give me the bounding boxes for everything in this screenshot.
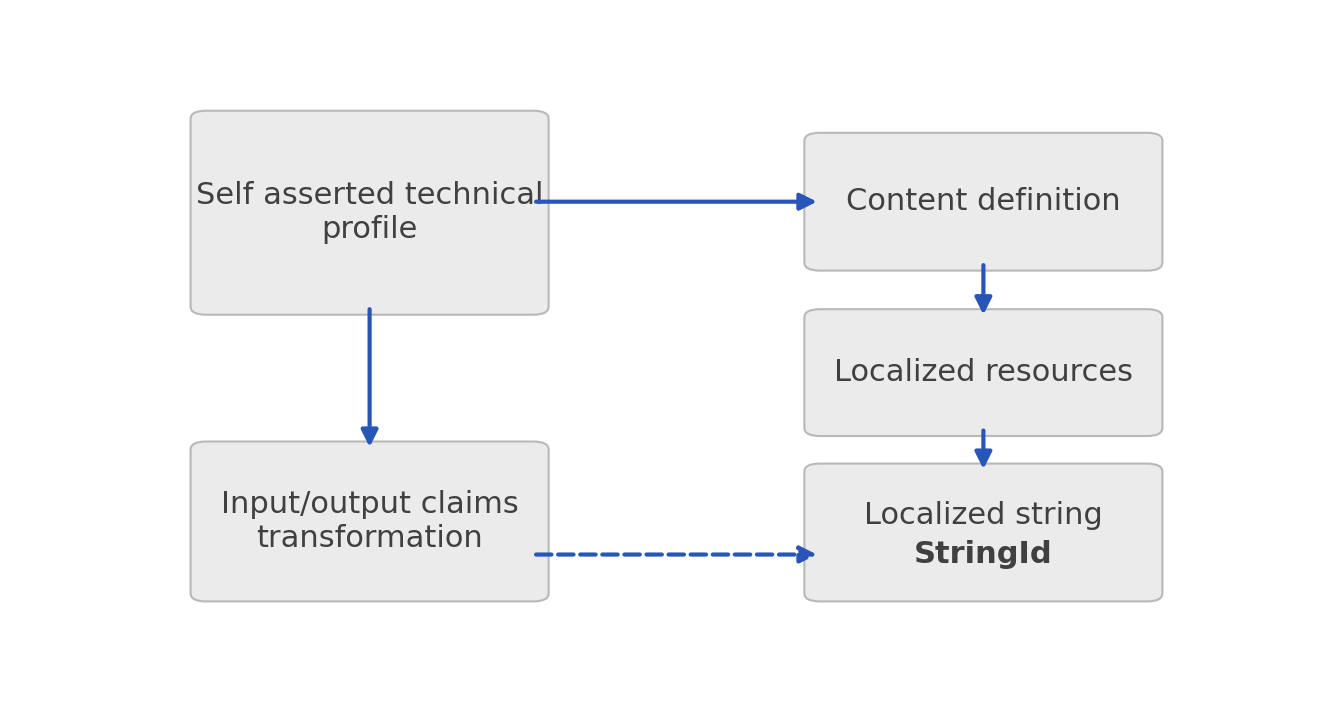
Text: StringId: StringId bbox=[913, 540, 1053, 569]
Text: Content definition: Content definition bbox=[846, 187, 1121, 216]
Text: Input/output claims
transformation: Input/output claims transformation bbox=[220, 490, 519, 553]
Text: Localized string: Localized string bbox=[865, 501, 1102, 531]
Text: Localized resources: Localized resources bbox=[834, 358, 1133, 387]
FancyBboxPatch shape bbox=[804, 309, 1163, 436]
FancyBboxPatch shape bbox=[190, 442, 549, 601]
Text: Self asserted technical
profile: Self asserted technical profile bbox=[195, 181, 544, 244]
FancyBboxPatch shape bbox=[804, 463, 1163, 601]
FancyBboxPatch shape bbox=[190, 111, 549, 315]
FancyBboxPatch shape bbox=[804, 132, 1163, 271]
